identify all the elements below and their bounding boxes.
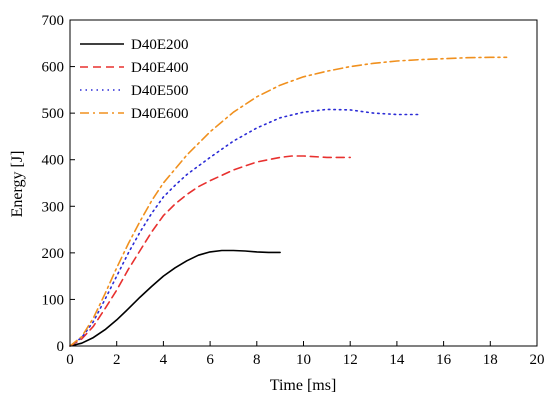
y-tick-label: 400 bbox=[42, 153, 65, 169]
y-tick-label: 200 bbox=[42, 246, 65, 262]
x-tick-label: 12 bbox=[343, 352, 358, 368]
legend: D40E200 D40E400 D40E500 D40E600 bbox=[80, 37, 189, 122]
x-tick-label: 14 bbox=[389, 352, 405, 368]
x-tick-label: 18 bbox=[483, 352, 498, 368]
y-tick-label: 500 bbox=[42, 106, 65, 122]
series-line-d40e200 bbox=[69, 249, 281, 347]
x-tick-label: 6 bbox=[206, 352, 214, 368]
y-tick-label: 600 bbox=[42, 60, 65, 76]
x-tick-label: 20 bbox=[530, 352, 545, 368]
y-tick-label: 300 bbox=[42, 199, 65, 215]
legend-label: D40E500 bbox=[131, 83, 189, 99]
x-tick-label: 8 bbox=[253, 352, 261, 368]
x-tick-label: 10 bbox=[296, 352, 311, 368]
series-line-d40e400 bbox=[69, 155, 352, 347]
y-axis-label: Energy [J] bbox=[9, 151, 26, 218]
x-tick-label: 0 bbox=[66, 352, 74, 368]
y-tick-label: 700 bbox=[42, 13, 65, 29]
plot-series bbox=[69, 56, 508, 347]
x-tick-label: 2 bbox=[113, 352, 121, 368]
y-axis: 0 100 200 300 400 500 600 700 bbox=[42, 13, 75, 355]
x-tick-label: 4 bbox=[160, 352, 168, 368]
x-tick-label: 16 bbox=[436, 352, 452, 368]
y-tick-label: 100 bbox=[42, 292, 65, 308]
legend-label: D40E400 bbox=[131, 60, 189, 76]
legend-label: D40E600 bbox=[131, 106, 189, 122]
x-axis-label: Time [ms] bbox=[270, 377, 337, 394]
legend-label: D40E200 bbox=[131, 37, 189, 53]
y-tick-label: 0 bbox=[57, 339, 65, 355]
series-line-d40e600 bbox=[69, 56, 508, 347]
x-axis: 0 2 4 6 8 10 12 14 16 18 20 bbox=[66, 341, 545, 368]
series-line-d40e500 bbox=[69, 108, 422, 347]
